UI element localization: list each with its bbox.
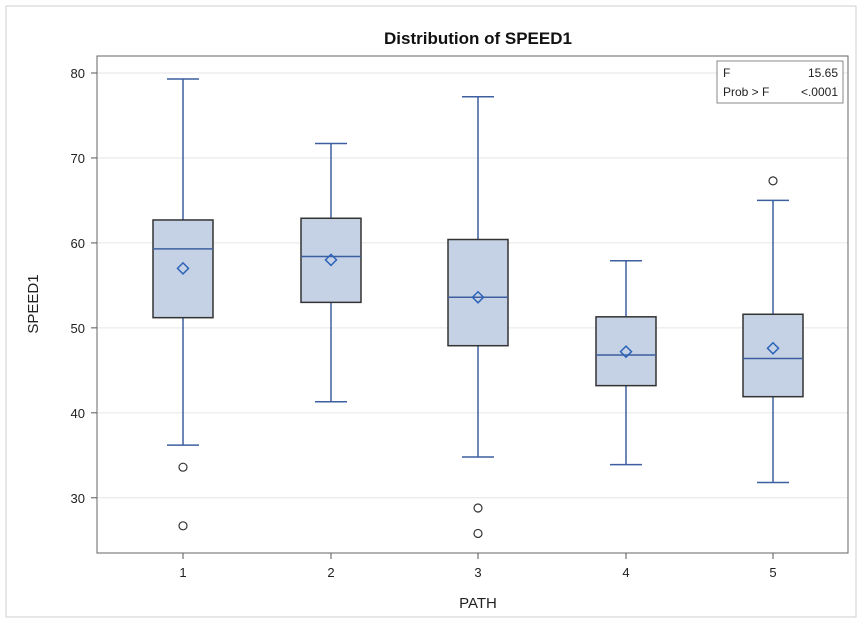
x-tick-label-2: 2 — [327, 565, 334, 580]
outlier-1-0 — [178, 462, 188, 472]
y-tick-label-50: 50 — [71, 321, 85, 336]
box-group-2 — [300, 142, 362, 403]
y-tick-label-80: 80 — [71, 66, 85, 81]
y-axis-label: SPEED1 — [25, 274, 42, 333]
plot-wall — [96, 55, 849, 554]
figure-frame — [5, 5, 857, 618]
x-tick-label-5: 5 — [769, 565, 776, 580]
outlier-5-0 — [768, 176, 778, 186]
mean-marker-2 — [324, 253, 338, 267]
x-tick-label-1: 1 — [179, 565, 186, 580]
x-tick-label-4: 4 — [622, 565, 629, 580]
outlier-3-0 — [473, 503, 483, 513]
y-axis: 30 40 50 60 70 80 — [71, 66, 97, 506]
mean-marker-3 — [471, 290, 485, 304]
stats-f-label: F — [723, 66, 730, 80]
box-group-1 — [152, 78, 214, 531]
stats-prob-label: Prob > F — [723, 85, 769, 99]
stats-prob-value: <.0001 — [801, 85, 838, 99]
mean-marker-4 — [619, 345, 633, 359]
x-axis: 1 2 3 4 5 — [179, 553, 777, 580]
stats-inset: F 15.65 Prob > F <.0001 — [716, 60, 844, 104]
y-tick-label-30: 30 — [71, 491, 85, 506]
outlier-1-1 — [178, 521, 188, 531]
y-tick-label-40: 40 — [71, 406, 85, 421]
mean-marker-1 — [176, 261, 190, 275]
box-iqr-1 — [152, 219, 214, 319]
box-iqr-5 — [742, 313, 804, 398]
box-group-3 — [447, 96, 509, 539]
chart-title: Distribution of SPEED1 — [384, 29, 572, 48]
x-axis-label: PATH — [459, 595, 497, 612]
box-iqr-4 — [595, 316, 657, 387]
box-iqr-2 — [300, 217, 362, 304]
box-group-4 — [595, 259, 657, 466]
outlier-3-1 — [473, 528, 483, 539]
y-tick-label-70: 70 — [71, 151, 85, 166]
box-series — [152, 78, 804, 539]
mean-marker-5 — [766, 341, 780, 355]
y-tick-label-60: 60 — [71, 236, 85, 251]
box-group-5 — [742, 176, 804, 484]
stats-inset-box — [716, 60, 844, 104]
x-tick-label-3: 3 — [474, 565, 481, 580]
stats-f-value: 15.65 — [808, 66, 838, 80]
